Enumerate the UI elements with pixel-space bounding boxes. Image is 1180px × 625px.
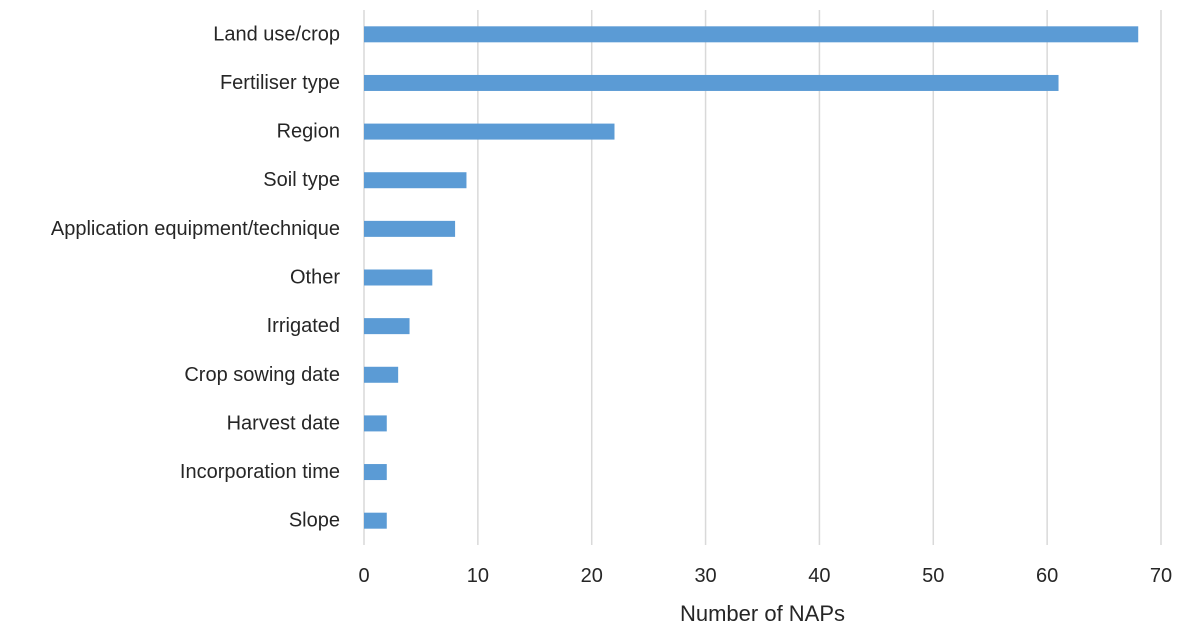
- bar-3: [364, 172, 467, 189]
- bar-6: [364, 318, 410, 335]
- x-tick-label-30: 30: [694, 565, 716, 587]
- bar-10: [364, 512, 387, 529]
- x-tick-labels: 0 10 20 30 40 50 60 70: [358, 565, 1172, 587]
- category-label-8: Harvest date: [227, 412, 340, 434]
- category-label-5: Other: [290, 267, 340, 289]
- x-tick-label-40: 40: [808, 565, 830, 587]
- x-tick-label-10: 10: [467, 565, 489, 587]
- category-label-4: Application equipment/technique: [51, 218, 340, 240]
- bar-8: [364, 415, 387, 432]
- category-label-10: Slope: [289, 510, 340, 532]
- category-label-7: Crop sowing date: [184, 364, 340, 386]
- category-label-2: Region: [277, 121, 340, 143]
- bar-2: [364, 123, 615, 140]
- x-tick-label-0: 0: [358, 565, 369, 587]
- bar-5: [364, 269, 433, 286]
- x-tick-label-20: 20: [581, 565, 603, 587]
- category-label-3: Soil type: [263, 169, 340, 191]
- bar-1: [364, 74, 1059, 91]
- bars: [364, 26, 1139, 529]
- x-tick-label-70: 70: [1150, 565, 1172, 587]
- x-tick-label-60: 60: [1036, 565, 1058, 587]
- bar-7: [364, 366, 399, 383]
- category-label-0: Land use/crop: [213, 23, 340, 45]
- category-label-6: Irrigated: [267, 315, 340, 337]
- category-label-1: Fertiliser type: [220, 72, 340, 94]
- gridlines: [477, 10, 1162, 545]
- x-tick-label-50: 50: [922, 565, 944, 587]
- category-labels: Land use/crop Fertiliser type Region Soil t…: [51, 23, 340, 531]
- bar-4: [364, 220, 456, 237]
- category-label-9: Incorporation time: [180, 461, 340, 483]
- bar-9: [364, 464, 387, 481]
- x-axis-title: Number of NAPs: [680, 601, 845, 625]
- bar-0: [364, 26, 1139, 43]
